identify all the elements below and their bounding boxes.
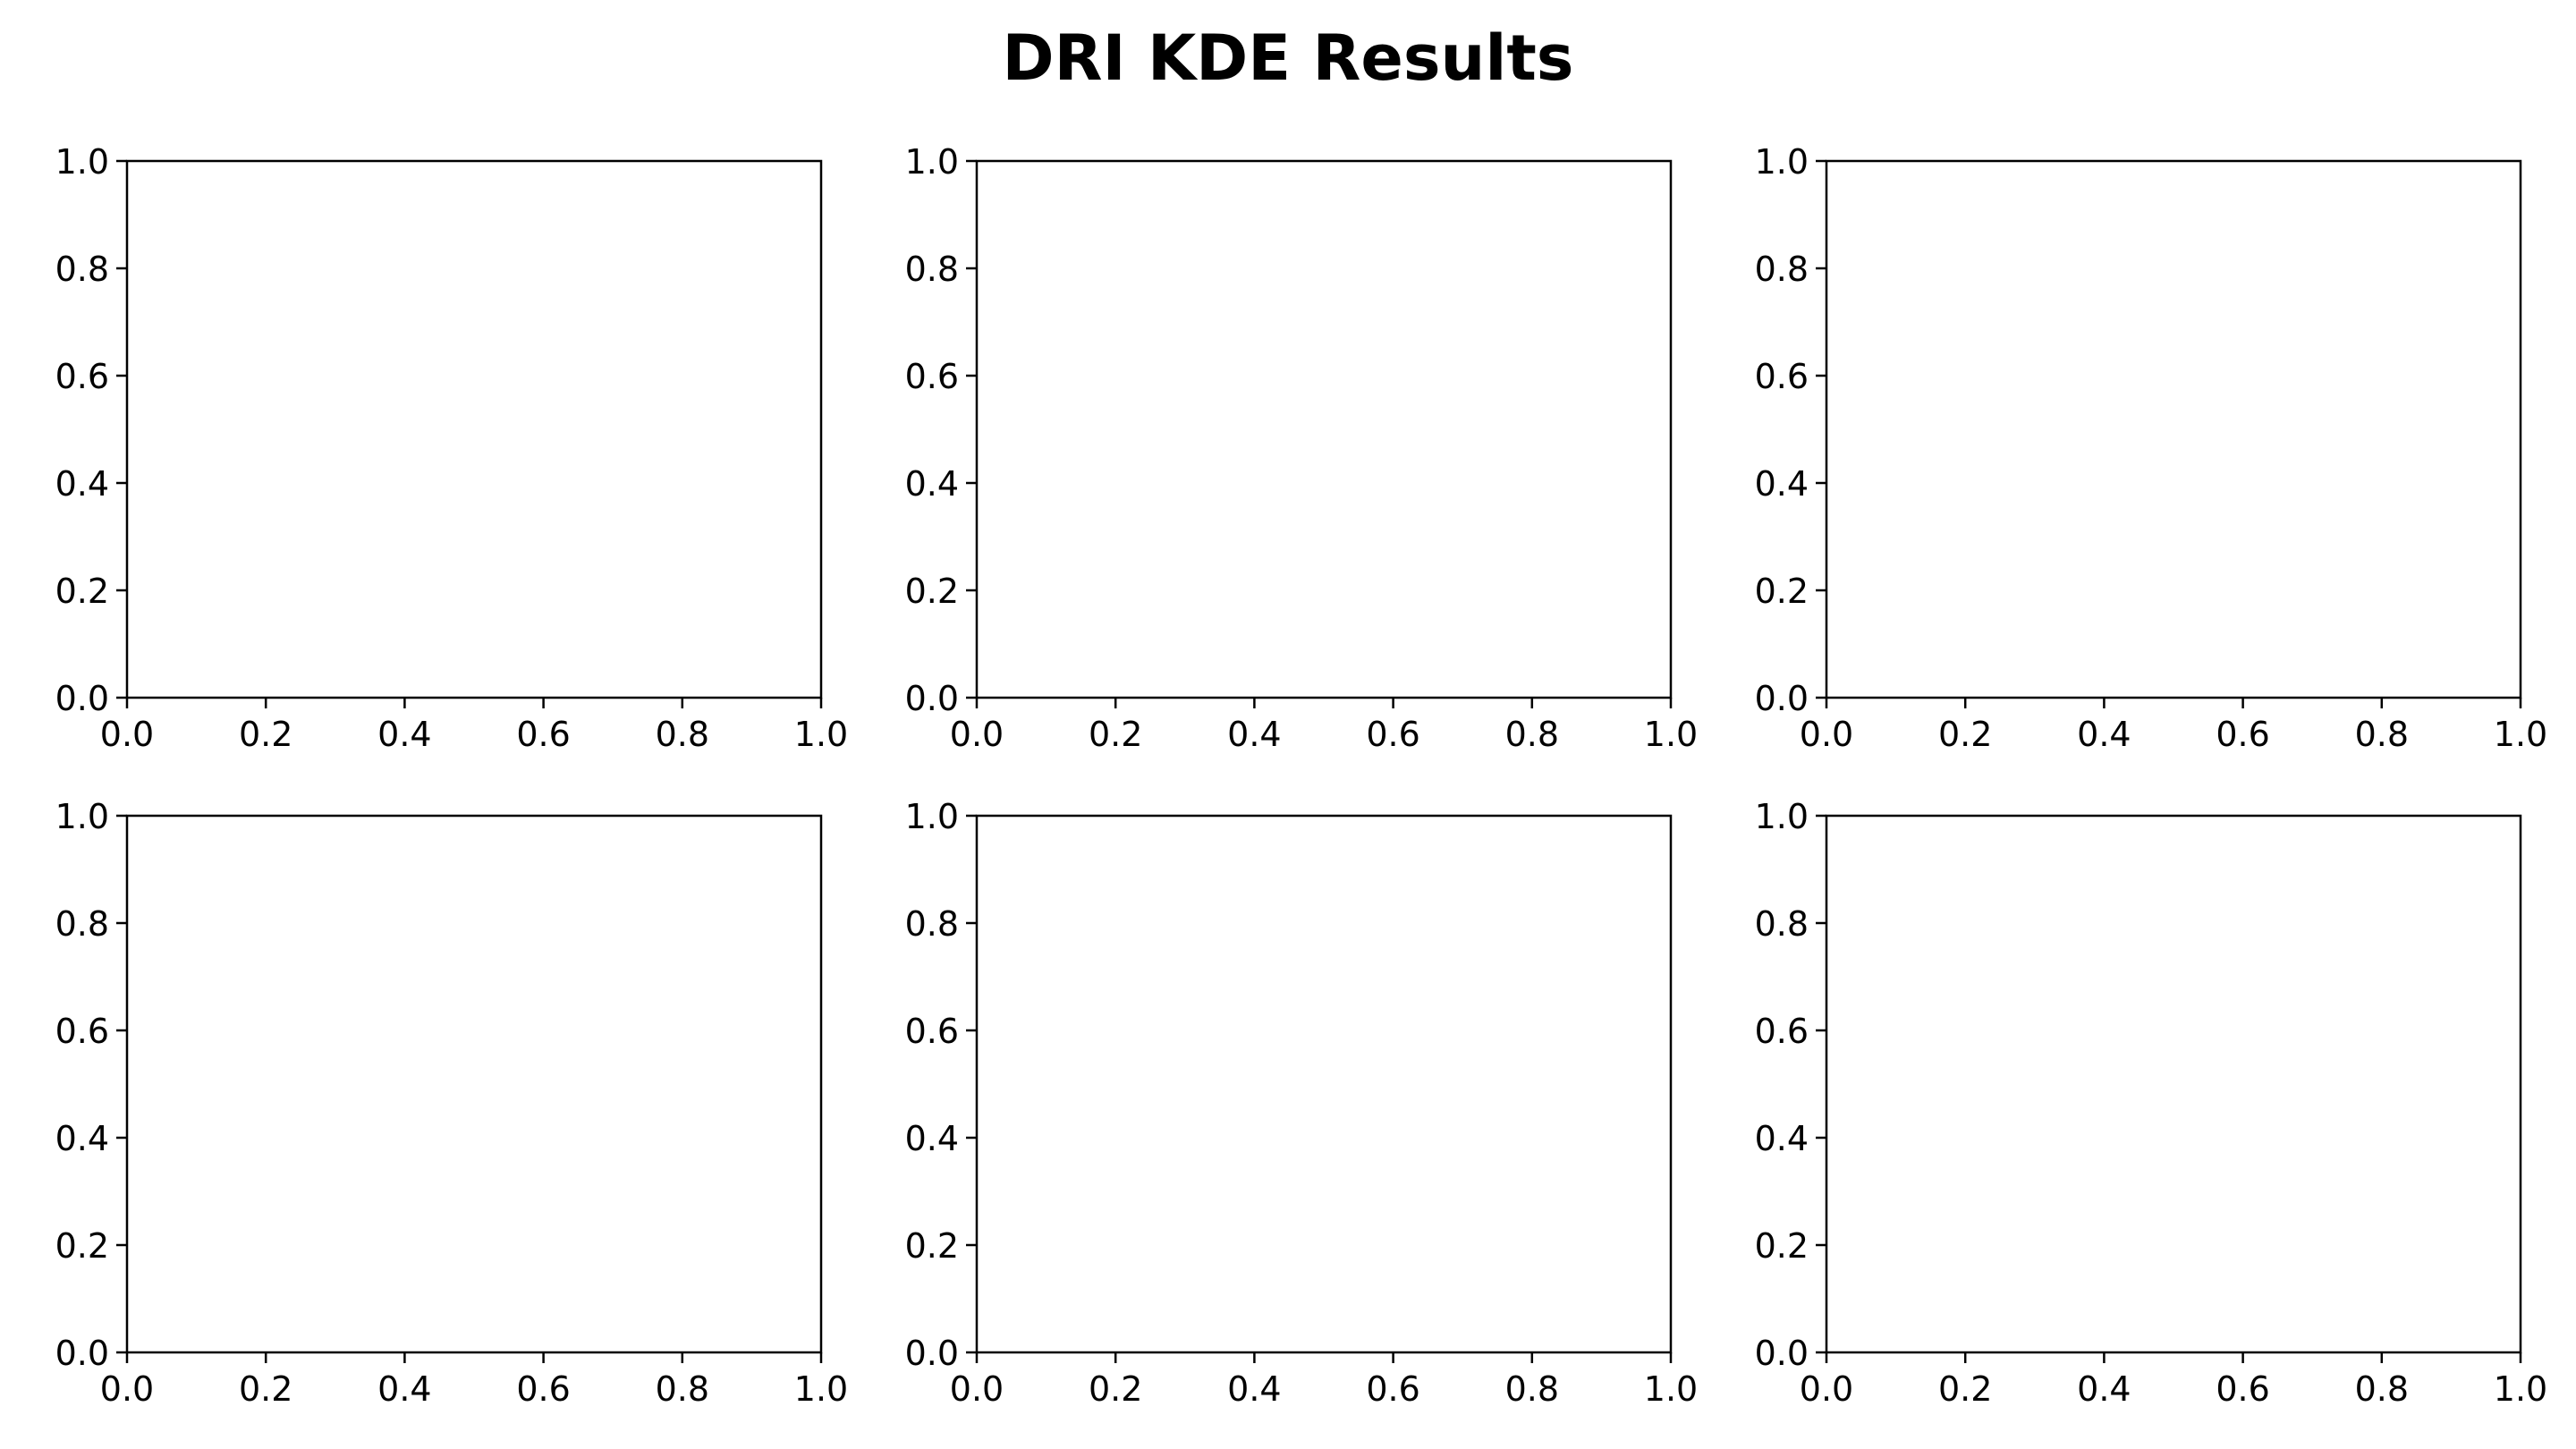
y-tick-label: 0.4 — [55, 1119, 109, 1158]
x-tick-label: 0.8 — [1505, 1369, 1559, 1409]
y-tick-label: 0.0 — [1755, 1334, 1809, 1373]
y-tick-label: 0.8 — [1755, 904, 1809, 944]
y-tick-label: 0.8 — [1755, 250, 1809, 289]
y-tick-label: 0.8 — [55, 250, 109, 289]
x-tick-label: 0.6 — [1366, 715, 1419, 754]
x-tick-label: 0.6 — [2216, 715, 2269, 754]
y-tick-label: 0.6 — [55, 357, 109, 396]
axes-frame — [125, 159, 823, 699]
y-tick-label: 1.0 — [1755, 797, 1809, 836]
y-tick-label: 0.8 — [55, 904, 109, 944]
y-tick-label: 0.2 — [1755, 572, 1809, 611]
x-tick-label: 0.4 — [377, 715, 431, 754]
x-tick-label: 0.2 — [1938, 1369, 1992, 1409]
x-tick-label: 0.0 — [950, 1369, 1004, 1409]
y-tick-label: 0.6 — [905, 357, 959, 396]
x-tick-label: 0.6 — [1366, 1369, 1419, 1409]
subplot-2: 0.0 0.2 0.4 0.6 0.8 1.0 0.0 0.2 0.4 0.6 0.8 1.0 — [905, 142, 1699, 754]
x-tick-label: 0.8 — [656, 715, 709, 754]
y-tick-label: 1.0 — [55, 797, 109, 836]
axes-frame — [1825, 159, 2522, 699]
x-tick-label: 0.2 — [239, 715, 292, 754]
x-tick-label: 0.4 — [2077, 715, 2131, 754]
x-tick-label: 0.4 — [1227, 1369, 1281, 1409]
x-tick-label: 0.0 — [100, 1369, 154, 1409]
y-tick-label: 0.4 — [55, 464, 109, 504]
y-tick-label: 0.6 — [1755, 357, 1809, 396]
x-tick-label: 0.0 — [1800, 1369, 1853, 1409]
x-tick-label: 0.2 — [1089, 1369, 1142, 1409]
y-tick-label: 0.2 — [55, 572, 109, 611]
x-tick-label: 1.0 — [794, 715, 848, 754]
x-tick-label: 0.2 — [239, 1369, 292, 1409]
x-tick-label: 0.4 — [377, 1369, 431, 1409]
y-tick-label: 0.4 — [905, 464, 959, 504]
x-tick-label: 1.0 — [1644, 1369, 1698, 1409]
y-tick-label: 0.4 — [1755, 464, 1809, 504]
x-tick-label: 0.6 — [516, 715, 570, 754]
y-tick-label: 0.0 — [905, 1334, 959, 1373]
y-tick-label: 0.2 — [905, 1226, 959, 1266]
x-tick-label: 1.0 — [2494, 1369, 2547, 1409]
y-tick-label: 0.8 — [905, 904, 959, 944]
y-tick-label: 0.0 — [905, 679, 959, 718]
x-tick-label: 1.0 — [1644, 715, 1698, 754]
y-tick-label: 0.2 — [1755, 1226, 1809, 1266]
x-tick-label: 0.8 — [2355, 715, 2409, 754]
y-tick-label: 0.4 — [905, 1119, 959, 1158]
x-tick-label: 0.2 — [1089, 715, 1142, 754]
y-tick-label: 0.4 — [1755, 1119, 1809, 1158]
subplot-4: 0.0 0.2 0.4 0.6 0.8 1.0 0.0 0.2 0.4 0.6 0.8 1.0 — [55, 797, 849, 1409]
x-tick-label: 0.6 — [516, 1369, 570, 1409]
x-tick-label: 0.8 — [2355, 1369, 2409, 1409]
x-tick-label: 0.2 — [1938, 715, 1992, 754]
x-tick-label: 1.0 — [794, 1369, 848, 1409]
axes-frame — [125, 814, 823, 1354]
y-tick-label: 0.0 — [55, 1334, 109, 1373]
y-tick-label: 0.8 — [905, 250, 959, 289]
y-tick-label: 1.0 — [1755, 142, 1809, 182]
y-tick-label: 0.6 — [55, 1012, 109, 1051]
y-tick-label: 0.2 — [55, 1226, 109, 1266]
x-tick-label: 0.6 — [2216, 1369, 2269, 1409]
y-tick-label: 0.6 — [1755, 1012, 1809, 1051]
x-tick-label: 0.0 — [950, 715, 1004, 754]
y-tick-label: 1.0 — [905, 142, 959, 182]
y-tick-label: 1.0 — [905, 797, 959, 836]
y-tick-label: 0.0 — [55, 679, 109, 718]
axes-frame — [975, 814, 1673, 1354]
x-tick-label: 0.8 — [656, 1369, 709, 1409]
x-tick-label: 1.0 — [2494, 715, 2547, 754]
subplot-1: 0.0 0.2 0.4 0.6 0.8 1.0 0.0 0.2 0.4 0.6 0.8 1.0 — [55, 142, 849, 754]
y-tick-label: 1.0 — [55, 142, 109, 182]
subplot-3: 0.0 0.2 0.4 0.6 0.8 1.0 0.0 0.2 0.4 0.6 0.8 1.0 — [1755, 142, 2548, 754]
subplot-5: 0.0 0.2 0.4 0.6 0.8 1.0 0.0 0.2 0.4 0.6 0.8 1.0 — [905, 797, 1699, 1409]
x-tick-label: 0.8 — [1505, 715, 1559, 754]
axes-frame — [975, 159, 1673, 699]
x-tick-label: 0.0 — [1800, 715, 1853, 754]
y-tick-label: 0.0 — [1755, 679, 1809, 718]
y-tick-label: 0.6 — [905, 1012, 959, 1051]
figure-title: DRI KDE Results — [1002, 21, 1574, 95]
y-tick-label: 0.2 — [905, 572, 959, 611]
x-tick-label: 0.4 — [2077, 1369, 2131, 1409]
axes-frame — [1825, 814, 2522, 1354]
x-tick-label: 0.4 — [1227, 715, 1281, 754]
subplot-6: 0.0 0.2 0.4 0.6 0.8 1.0 0.0 0.2 0.4 0.6 0.8 1.0 — [1755, 797, 2548, 1409]
x-tick-label: 0.0 — [100, 715, 154, 754]
